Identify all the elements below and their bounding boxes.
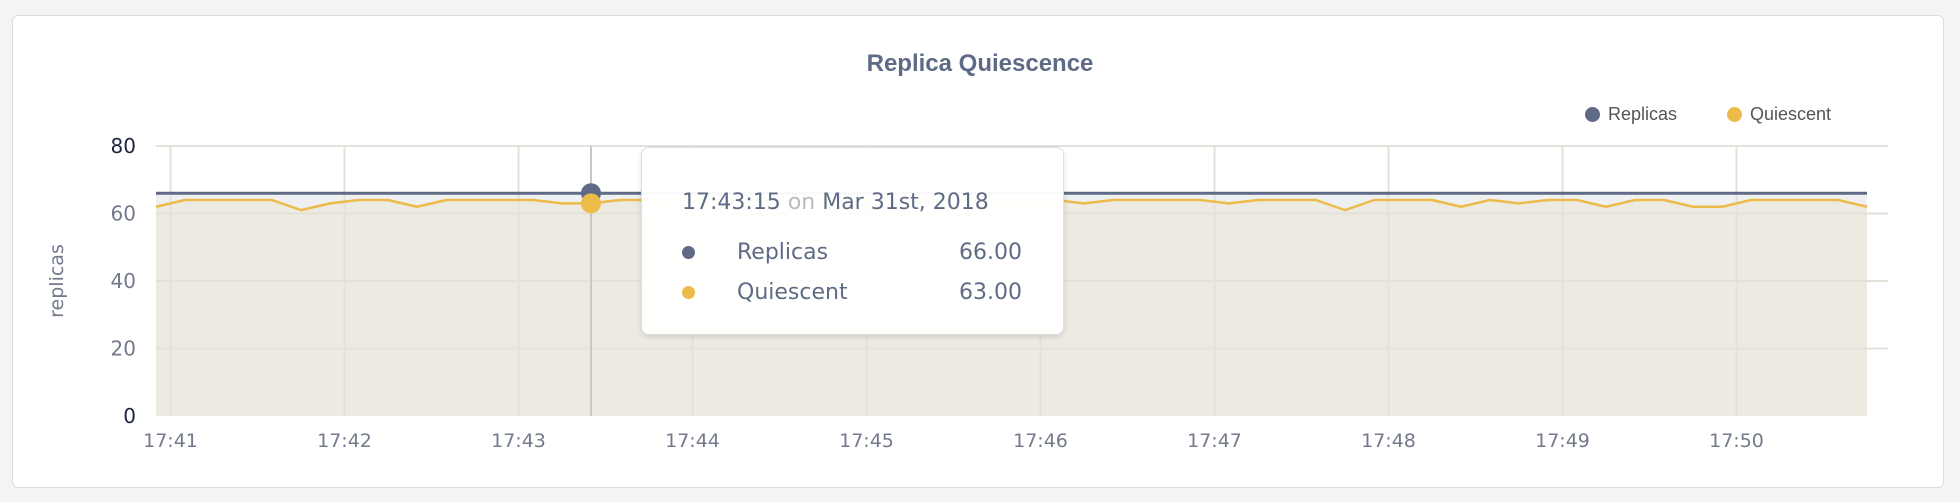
legend-item-replicas[interactable]: Replicas (1585, 104, 1677, 125)
x-tick-label: 17:41 (143, 430, 198, 452)
legend-label: Quiescent (1750, 104, 1832, 124)
legend-dot-icon (1727, 107, 1742, 122)
tooltip-date: Mar 31st, 2018 (822, 190, 989, 215)
series-dot-icon (682, 286, 695, 299)
y-tick-label: 60 (111, 202, 136, 226)
x-tick-label: 17:45 (839, 430, 894, 452)
tooltip-label: Replicas (737, 240, 829, 265)
x-tick-label: 17:50 (1709, 430, 1764, 452)
y-tick-label: 0 (123, 404, 136, 428)
legend-label: Replicas (1608, 104, 1678, 124)
y-axis-label: replicas (46, 244, 68, 318)
tooltip-row-replicas: Replicas 66.00 (682, 240, 1022, 265)
legend-dot-icon (1585, 107, 1600, 122)
y-tick-label: 40 (111, 269, 136, 293)
quiescent-point (581, 193, 601, 214)
legend-item-quiescent[interactable]: Quiescent (1727, 104, 1831, 125)
x-tick-label: 17:44 (665, 430, 720, 452)
x-tick-label: 17:49 (1535, 430, 1590, 452)
tooltip: 17:43:15 on Mar 31st, 2018 Replicas 66.0… (641, 147, 1064, 335)
x-tick-label: 17:48 (1361, 430, 1416, 452)
tooltip-header: 17:43:15 on Mar 31st, 2018 (682, 190, 989, 215)
tooltip-value: 63.00 (959, 280, 1022, 305)
x-tick-label: 17:46 (1013, 430, 1068, 452)
tooltip-time: 17:43:15 (682, 190, 781, 215)
series-dot-icon (682, 246, 695, 259)
x-tick-label: 17:43 (491, 430, 546, 452)
x-tick-label: 17:42 (317, 430, 372, 452)
y-tick-label: 20 (111, 337, 136, 361)
tooltip-row-quiescent: Quiescent 63.00 (682, 280, 1022, 305)
tooltip-value: 66.00 (959, 240, 1022, 265)
x-tick-label: 17:47 (1187, 430, 1242, 452)
y-tick-label: 80 (111, 134, 136, 158)
tooltip-label: Quiescent (737, 280, 848, 305)
chart-title: Replica Quiescence (866, 50, 1094, 77)
tooltip-on: on (787, 190, 816, 215)
